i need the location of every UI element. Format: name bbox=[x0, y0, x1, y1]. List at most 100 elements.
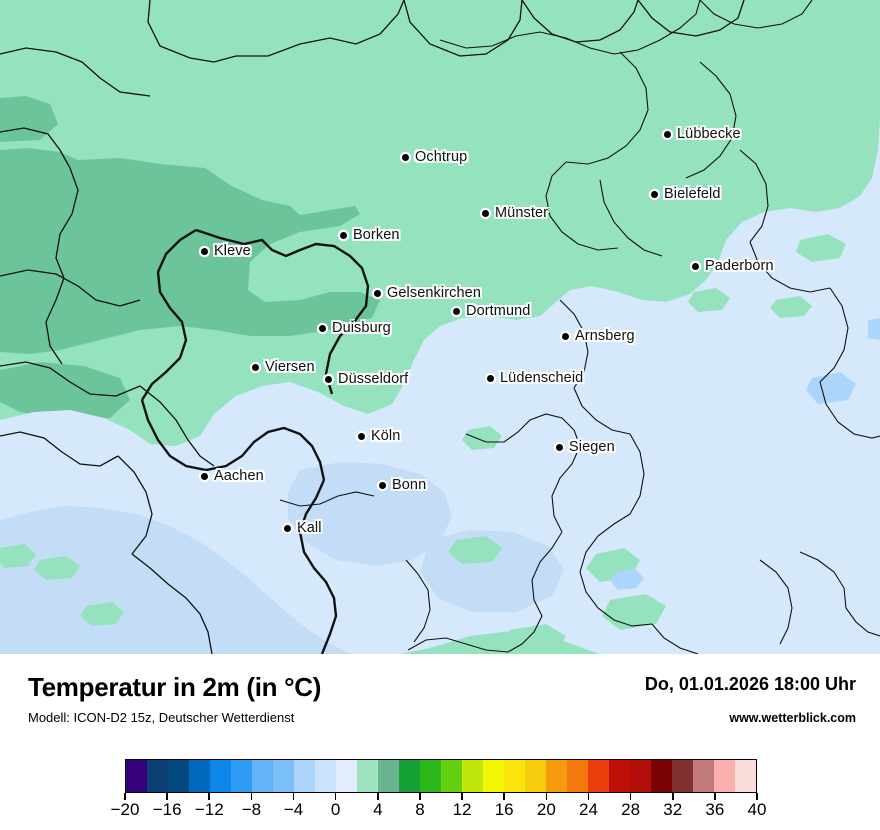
colorbar-tick bbox=[334, 793, 337, 800]
colorbar-tick bbox=[461, 793, 463, 800]
colorbar-swatch bbox=[399, 760, 420, 792]
city-marker-lubbecke[interactable]: Lübbecke bbox=[664, 126, 741, 142]
colorbar-tick bbox=[208, 793, 211, 800]
city-label: Lübbecke bbox=[677, 126, 741, 142]
city-dot-icon bbox=[556, 443, 563, 451]
colorbar-ticks bbox=[124, 793, 758, 800]
city-marker-bielefeld[interactable]: Bielefeld bbox=[651, 186, 721, 202]
colorbar-swatch bbox=[147, 760, 168, 792]
colorbar-swatch bbox=[126, 760, 147, 792]
colorbar-swatch bbox=[441, 760, 462, 792]
colorbar-swatch bbox=[567, 760, 588, 792]
city-dot-icon bbox=[201, 247, 208, 255]
city-label: Kleve bbox=[214, 243, 251, 259]
blue-patches-deeper bbox=[610, 318, 880, 590]
colorbar-swatch bbox=[714, 760, 735, 792]
colorbar-swatch bbox=[651, 760, 672, 792]
website-label: www.wetterblick.com bbox=[729, 711, 856, 725]
colorbar-swatch bbox=[378, 760, 399, 792]
city-label: Borken bbox=[353, 227, 400, 243]
city-dot-icon bbox=[651, 190, 658, 198]
city-label: Lüdenscheid bbox=[500, 370, 584, 386]
colorbar-tick-label: 24 bbox=[578, 800, 598, 819]
colorbar-tick bbox=[714, 793, 716, 800]
city-dot-icon bbox=[358, 432, 365, 440]
colorbar-tick-label: −20 bbox=[110, 800, 140, 819]
colorbar-swatch bbox=[294, 760, 315, 792]
page-title: Temperatur in 2m (in °C) bbox=[28, 672, 322, 702]
city-dot-icon bbox=[379, 481, 386, 489]
colorbar-swatch bbox=[483, 760, 504, 792]
city-label: Bonn bbox=[392, 477, 427, 493]
temp-band-0-2 bbox=[0, 0, 880, 654]
city-marker-borken[interactable]: Borken bbox=[340, 227, 400, 243]
city-label: Ochtrup bbox=[415, 149, 468, 165]
city-dot-icon bbox=[664, 130, 671, 138]
city-marker-duesseldorf[interactable]: Düsseldorf bbox=[325, 371, 408, 387]
colorbar-swatch bbox=[525, 760, 546, 792]
colorbar-swatch bbox=[462, 760, 483, 792]
city-dot-icon bbox=[325, 375, 332, 383]
city-label: Aachen bbox=[214, 468, 264, 484]
city-label: Düsseldorf bbox=[338, 371, 409, 387]
city-marker-ochtrup[interactable]: Ochtrup bbox=[402, 149, 467, 165]
colorbar-swatch bbox=[693, 760, 714, 792]
city-dot-icon bbox=[284, 524, 291, 532]
colorbar-tick bbox=[377, 793, 379, 800]
temp-band-4-6-e bbox=[0, 362, 130, 420]
city-label: Paderborn bbox=[705, 258, 774, 274]
city-marker-viersen[interactable]: Viersen bbox=[252, 359, 315, 375]
colorbar-tick-label: −12 bbox=[194, 800, 224, 819]
city-dot-icon bbox=[340, 231, 347, 239]
city-label: Duisburg bbox=[332, 320, 391, 336]
city-marker-kall[interactable]: Kall bbox=[284, 520, 322, 536]
colorbar-tick bbox=[292, 793, 295, 800]
city-marker-siegen[interactable]: Siegen bbox=[556, 439, 615, 455]
temp-band-m2-0-b bbox=[288, 462, 452, 566]
city-marker-kleve[interactable]: Kleve bbox=[201, 243, 251, 259]
colorbar-tick-label: −4 bbox=[283, 800, 304, 819]
colorbar-tick bbox=[503, 793, 505, 800]
city-marker-bonn[interactable]: Bonn bbox=[379, 477, 426, 493]
colorbar-tick-label: 8 bbox=[415, 800, 425, 819]
city-marker-gelsenkirchen[interactable]: Gelsenkirchen bbox=[374, 285, 481, 301]
temp-band-4-6-b bbox=[0, 96, 58, 142]
national-border bbox=[140, 228, 370, 654]
colorbar-swatch bbox=[189, 760, 210, 792]
colorbar-tick bbox=[166, 793, 168, 800]
colorbar-tick-label: 32 bbox=[663, 800, 683, 819]
city-marker-arnsberg[interactable]: Arnsberg bbox=[562, 328, 635, 344]
colorbar-swatch bbox=[504, 760, 525, 792]
colorbar-tick-label: −16 bbox=[152, 800, 182, 819]
city-label: Gelsenkirchen bbox=[387, 285, 481, 301]
city-dot-icon bbox=[562, 332, 569, 340]
colorbar-tick bbox=[587, 793, 590, 800]
city-marker-luedenscheid[interactable]: Lüdenscheid bbox=[487, 370, 583, 386]
city-marker-aachen[interactable]: Aachen bbox=[201, 468, 264, 484]
city-marker-muenster[interactable]: Münster bbox=[482, 205, 548, 221]
colorbar-tick-label: 16 bbox=[494, 800, 514, 819]
city-marker-koeln[interactable]: Köln bbox=[358, 428, 400, 444]
colorbar-tick-label: −8 bbox=[241, 800, 262, 819]
colorbar-swatch bbox=[546, 760, 567, 792]
city-dot-icon bbox=[692, 262, 699, 270]
city-dot-icon bbox=[374, 289, 381, 297]
colorbar-tick bbox=[124, 793, 126, 800]
city-marker-dortmund[interactable]: Dortmund bbox=[453, 303, 530, 319]
colorbar-tick bbox=[250, 793, 253, 800]
colorbar-swatch bbox=[336, 760, 357, 792]
temperature-map[interactable]: Lübbecke Bielefeld Paderborn Ochtrup Mün… bbox=[0, 0, 880, 656]
colorbar-swatch bbox=[672, 760, 693, 792]
city-label: Kall bbox=[297, 520, 322, 536]
colorbar-tick-label: 36 bbox=[705, 800, 725, 819]
map-raster bbox=[0, 0, 880, 654]
city-marker-paderborn[interactable]: Paderborn bbox=[692, 258, 774, 274]
city-label: Münster bbox=[495, 205, 549, 221]
city-dot-icon bbox=[201, 472, 208, 480]
city-marker-duisburg[interactable]: Duisburg bbox=[319, 320, 391, 336]
colorbar-tick bbox=[756, 793, 758, 800]
city-dot-icon bbox=[252, 363, 259, 371]
city-dot-icon bbox=[487, 374, 494, 382]
colorbar-tick-label: 12 bbox=[452, 800, 472, 819]
